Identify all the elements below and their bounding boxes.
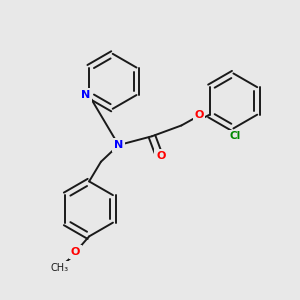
Text: O: O [194,110,204,120]
Text: Cl: Cl [230,131,241,141]
Text: O: O [156,151,166,161]
Text: CH₃: CH₃ [51,263,69,273]
Text: N: N [81,90,91,100]
Text: O: O [71,247,80,257]
Text: N: N [114,140,123,150]
